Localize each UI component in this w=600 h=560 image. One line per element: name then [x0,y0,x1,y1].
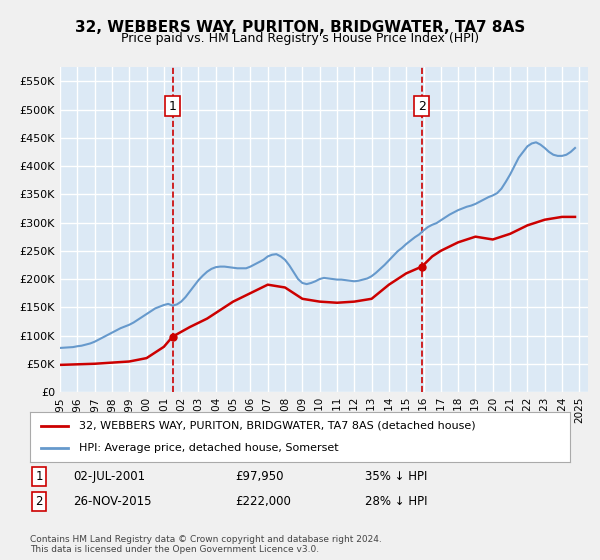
Text: 32, WEBBERS WAY, PURITON, BRIDGWATER, TA7 8AS (detached house): 32, WEBBERS WAY, PURITON, BRIDGWATER, TA… [79,421,475,431]
Text: HPI: Average price, detached house, Somerset: HPI: Average price, detached house, Some… [79,443,338,453]
Text: £222,000: £222,000 [235,496,291,508]
Text: 02-JUL-2001: 02-JUL-2001 [73,470,145,483]
Text: 28% ↓ HPI: 28% ↓ HPI [365,496,427,508]
Text: 2: 2 [35,496,43,508]
Text: 35% ↓ HPI: 35% ↓ HPI [365,470,427,483]
Text: £97,950: £97,950 [235,470,284,483]
Text: 2: 2 [418,100,426,113]
Text: 1: 1 [35,470,43,483]
Text: 26-NOV-2015: 26-NOV-2015 [73,496,152,508]
Text: 32, WEBBERS WAY, PURITON, BRIDGWATER, TA7 8AS: 32, WEBBERS WAY, PURITON, BRIDGWATER, TA… [75,20,525,35]
Text: Contains HM Land Registry data © Crown copyright and database right 2024.
This d: Contains HM Land Registry data © Crown c… [30,535,382,554]
Text: 1: 1 [169,100,176,113]
Text: Price paid vs. HM Land Registry's House Price Index (HPI): Price paid vs. HM Land Registry's House … [121,32,479,45]
